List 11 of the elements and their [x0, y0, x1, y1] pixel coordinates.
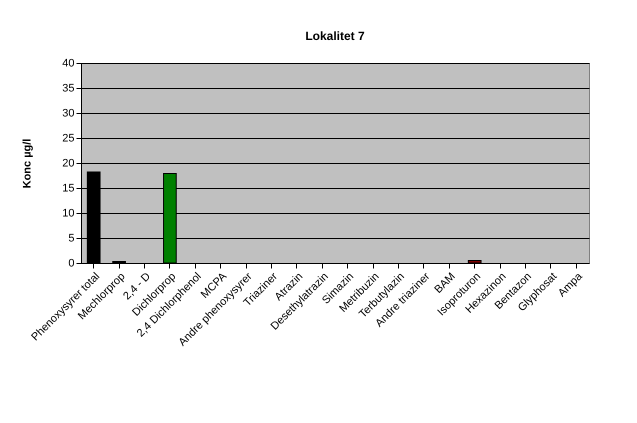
y-tick-label: 15: [62, 182, 74, 194]
y-tick-label: 0: [68, 258, 74, 270]
y-tick-label: 25: [62, 132, 74, 144]
y-tick-label: 20: [62, 158, 74, 170]
y-tick-label: 10: [62, 208, 74, 220]
y-tick-label: 35: [62, 82, 74, 94]
chart-title: Lokalitet 7: [305, 29, 365, 43]
y-tick-label: 30: [62, 108, 74, 120]
y-axis-title: Konc µg/l: [21, 138, 34, 188]
y-tick-label: 40: [62, 58, 74, 70]
y-tick-label: 5: [68, 232, 74, 244]
